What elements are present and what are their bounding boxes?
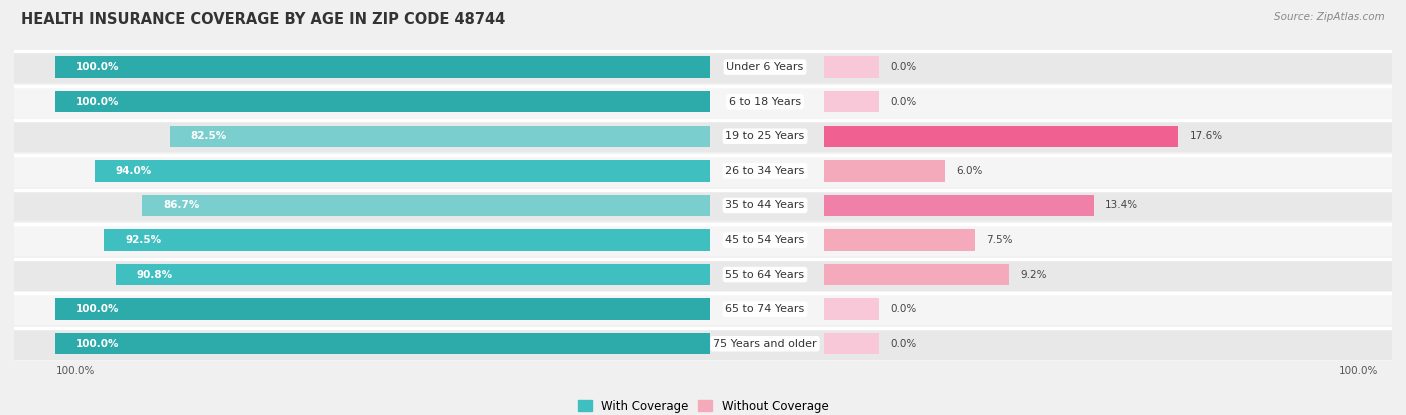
Bar (55, 298, 710, 320)
Bar (824, 56, 879, 78)
Text: 94.0%: 94.0% (115, 166, 152, 176)
Text: 100.0%: 100.0% (76, 62, 120, 72)
Bar (14, 51, 1392, 83)
Bar (104, 229, 710, 251)
Bar (824, 229, 976, 251)
Bar (14, 86, 1392, 117)
Text: 17.6%: 17.6% (1189, 131, 1222, 141)
Bar (115, 264, 710, 286)
Bar (14, 224, 1392, 256)
Legend: With Coverage, Without Coverage: With Coverage, Without Coverage (572, 395, 834, 415)
Bar (824, 91, 879, 112)
Text: 0.0%: 0.0% (890, 339, 917, 349)
Bar (824, 298, 879, 320)
Bar (14, 120, 1392, 152)
Text: 0.0%: 0.0% (890, 62, 917, 72)
Bar (824, 195, 1094, 216)
Text: 35 to 44 Years: 35 to 44 Years (725, 200, 804, 210)
Text: 6.0%: 6.0% (956, 166, 983, 176)
Bar (55, 91, 710, 112)
Bar (55, 333, 710, 354)
Text: 19 to 25 Years: 19 to 25 Years (725, 131, 804, 141)
Text: 26 to 34 Years: 26 to 34 Years (725, 166, 804, 176)
Text: 92.5%: 92.5% (125, 235, 162, 245)
Text: HEALTH INSURANCE COVERAGE BY AGE IN ZIP CODE 48744: HEALTH INSURANCE COVERAGE BY AGE IN ZIP … (21, 12, 505, 27)
Text: 7.5%: 7.5% (986, 235, 1012, 245)
Text: 9.2%: 9.2% (1021, 270, 1047, 280)
Text: 90.8%: 90.8% (136, 270, 173, 280)
Bar (14, 293, 1392, 325)
Text: 45 to 54 Years: 45 to 54 Years (725, 235, 804, 245)
Text: 100.0%: 100.0% (76, 304, 120, 314)
Bar (170, 125, 710, 147)
Bar (824, 160, 945, 182)
Bar (14, 190, 1392, 221)
Bar (142, 195, 710, 216)
Text: 86.7%: 86.7% (163, 200, 200, 210)
Text: 55 to 64 Years: 55 to 64 Years (725, 270, 804, 280)
Text: 82.5%: 82.5% (191, 131, 226, 141)
Bar (824, 125, 1178, 147)
Text: 0.0%: 0.0% (890, 97, 917, 107)
Bar (55, 56, 710, 78)
Text: 75 Years and older: 75 Years and older (713, 339, 817, 349)
Bar (14, 259, 1392, 290)
Text: 100.0%: 100.0% (55, 366, 94, 376)
Text: 6 to 18 Years: 6 to 18 Years (728, 97, 801, 107)
Text: 100.0%: 100.0% (76, 97, 120, 107)
Bar (824, 333, 879, 354)
Bar (94, 160, 710, 182)
Bar (14, 155, 1392, 187)
Text: Source: ZipAtlas.com: Source: ZipAtlas.com (1274, 12, 1385, 22)
Text: 0.0%: 0.0% (890, 304, 917, 314)
Bar (14, 328, 1392, 360)
Text: Under 6 Years: Under 6 Years (727, 62, 804, 72)
Bar (824, 264, 1010, 286)
Text: 65 to 74 Years: 65 to 74 Years (725, 304, 804, 314)
Text: 100.0%: 100.0% (1339, 366, 1378, 376)
Text: 100.0%: 100.0% (76, 339, 120, 349)
Text: 13.4%: 13.4% (1105, 200, 1137, 210)
